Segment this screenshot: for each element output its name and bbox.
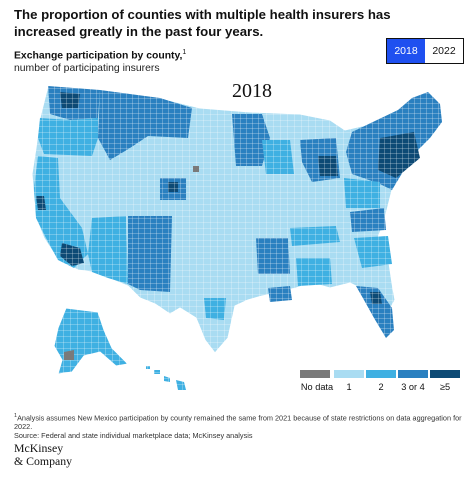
region-texas-cities xyxy=(204,298,226,320)
region-virginia xyxy=(350,208,386,232)
us-county-map xyxy=(31,85,443,390)
footnote-note-text: Analysis assumes New Mexico participatio… xyxy=(14,413,462,432)
legend-swatch-no-data xyxy=(300,370,330,378)
region-northeast-dark xyxy=(378,132,420,178)
page-title: The proportion of counties with multiple… xyxy=(14,7,391,39)
logo-line-1: McKinsey xyxy=(14,441,64,455)
region-northwest-dark xyxy=(60,92,80,108)
footnote-marker: 1 xyxy=(182,49,187,56)
region-arkansas xyxy=(256,238,290,274)
footnote-note: 1Analysis assumes New Mexico participati… xyxy=(14,412,464,431)
region-new-mexico xyxy=(128,216,172,292)
region-arizona xyxy=(88,216,128,284)
legend-swatch-3-or-4 xyxy=(398,370,428,378)
legend-label-2: 2 xyxy=(378,382,384,392)
alaska-shape xyxy=(53,307,130,375)
logo-line-2: & Company xyxy=(14,454,72,468)
footnote-source: Source: Federal and state individual mar… xyxy=(14,431,253,441)
footnote-note-marker: 1 xyxy=(14,413,18,419)
map-subnote: number of participating insurers xyxy=(14,63,160,75)
map-subtitle-text: Exchange participation by county, xyxy=(14,50,183,62)
legend-label-5-plus: ≥5 xyxy=(439,382,451,392)
alaska-no-data-area xyxy=(64,350,74,360)
map-subtitle: Exchange participation by county,1 xyxy=(14,46,314,62)
map-legend: No data 1 2 3 or 4 ≥5 xyxy=(300,370,462,400)
region-minnesota xyxy=(232,114,270,166)
no-data-county xyxy=(193,166,199,172)
year-toggle-2022-button[interactable]: 2022 xyxy=(425,39,463,63)
year-toggle-2018-button[interactable]: 2018 xyxy=(387,39,425,63)
map-year-label: 2018 xyxy=(232,80,272,102)
region-pennsylvania xyxy=(344,178,380,208)
region-tennessee xyxy=(290,226,340,246)
region-florida xyxy=(356,286,394,338)
hawaii-islands xyxy=(146,366,186,390)
legend-label-no-data: No data xyxy=(300,382,334,392)
region-florida-dark xyxy=(370,292,382,304)
region-michigan-dark xyxy=(318,156,338,176)
region-bay-area-dark xyxy=(36,196,46,210)
legend-label-3-or-4: 3 or 4 xyxy=(401,382,425,392)
region-mississippi-east xyxy=(296,258,332,286)
region-california-south-dark xyxy=(60,243,84,266)
region-idaho-montana xyxy=(98,90,192,160)
region-denver-dark xyxy=(168,182,178,192)
region-carolinas xyxy=(354,236,392,268)
legend-swatch-2 xyxy=(366,370,396,378)
mckinsey-logo: McKinsey & Company xyxy=(14,442,72,468)
subtitle-block: Exchange participation by county,1 numbe… xyxy=(14,46,314,75)
footnote: 1Analysis assumes New Mexico participati… xyxy=(14,412,464,440)
legend-label-1: 1 xyxy=(346,382,352,392)
region-california xyxy=(34,156,88,268)
year-toggle: 2018 2022 xyxy=(386,38,464,64)
region-wisconsin xyxy=(262,140,294,174)
region-louisiana-dark xyxy=(268,286,292,302)
region-oregon xyxy=(38,118,98,156)
legend-swatch-1 xyxy=(334,370,364,378)
legend-swatch-5-plus xyxy=(430,370,460,378)
